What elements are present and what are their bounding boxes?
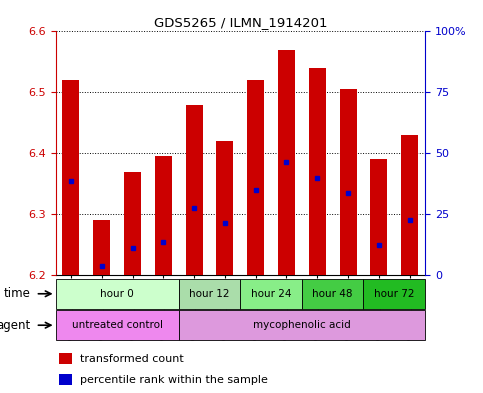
Bar bbox=[370, 160, 387, 275]
Bar bbox=[179, 310, 425, 340]
Bar bbox=[59, 353, 72, 364]
Bar bbox=[340, 89, 356, 275]
Bar bbox=[59, 374, 72, 385]
Bar bbox=[401, 135, 418, 275]
Bar bbox=[247, 80, 264, 275]
Text: transformed count: transformed count bbox=[80, 354, 184, 364]
Bar bbox=[56, 310, 179, 340]
Bar bbox=[124, 171, 141, 275]
Bar bbox=[216, 141, 233, 275]
Text: hour 0: hour 0 bbox=[100, 289, 134, 299]
Text: percentile rank within the sample: percentile rank within the sample bbox=[80, 375, 268, 385]
Text: agent: agent bbox=[0, 319, 31, 332]
Bar bbox=[155, 156, 172, 275]
Bar bbox=[302, 279, 364, 309]
Bar bbox=[309, 68, 326, 275]
Bar bbox=[93, 220, 110, 275]
Bar bbox=[62, 80, 79, 275]
Bar bbox=[364, 279, 425, 309]
Text: hour 24: hour 24 bbox=[251, 289, 291, 299]
Bar bbox=[185, 105, 202, 275]
Bar bbox=[56, 279, 179, 309]
Bar bbox=[278, 50, 295, 275]
Text: mycophenolic acid: mycophenolic acid bbox=[253, 320, 351, 330]
Text: hour 72: hour 72 bbox=[374, 289, 414, 299]
Text: untreated control: untreated control bbox=[71, 320, 163, 330]
Title: GDS5265 / ILMN_1914201: GDS5265 / ILMN_1914201 bbox=[154, 16, 327, 29]
Bar bbox=[179, 279, 240, 309]
Text: hour 12: hour 12 bbox=[189, 289, 230, 299]
Text: time: time bbox=[4, 287, 31, 300]
Bar bbox=[241, 279, 302, 309]
Text: hour 48: hour 48 bbox=[313, 289, 353, 299]
